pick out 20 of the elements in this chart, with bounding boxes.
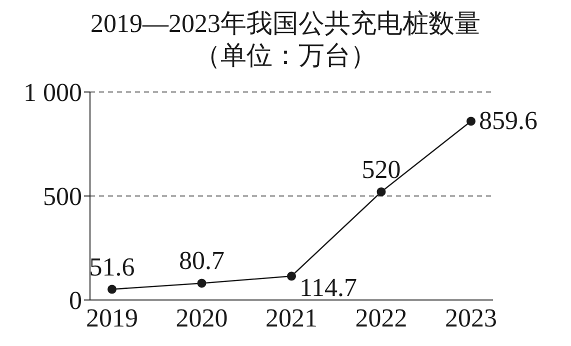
chart-subtitle: （单位：万台）	[194, 40, 378, 72]
chart-title: 2019—2023年我国公共充电桩数量	[90, 8, 482, 40]
data-label: 51.6	[89, 252, 135, 282]
x-tick-label: 2022	[355, 303, 408, 332]
point	[287, 272, 296, 281]
x-tick-label: 2021	[266, 303, 318, 332]
x-tick-label: 2019	[86, 303, 138, 332]
point	[376, 187, 386, 196]
y-tick-label: 500	[43, 182, 82, 212]
data-label: 114.7	[300, 273, 358, 302]
x-tick-label: 2020	[176, 303, 228, 332]
data-label: 80.7	[179, 246, 224, 276]
y-tick-label: 1 000	[24, 78, 82, 108]
point	[197, 278, 206, 288]
data-label: 859.6	[479, 106, 538, 136]
point	[108, 284, 116, 294]
x-tick-label: 2023	[445, 303, 497, 332]
point	[466, 116, 476, 126]
y-tick-label: 0	[69, 286, 82, 316]
data-label: 520	[362, 154, 401, 184]
